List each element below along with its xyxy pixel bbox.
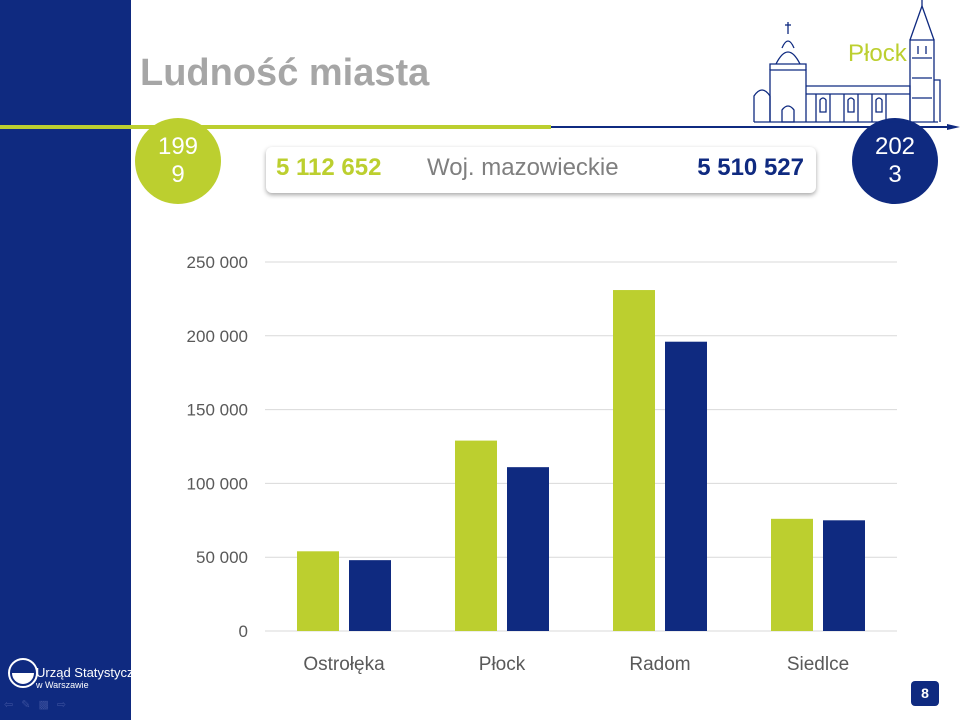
page-title: Ludność miasta (140, 52, 430, 94)
logo-line1: Urząd Statystyczny (36, 665, 148, 680)
y-tick-label: 100 000 (187, 474, 248, 493)
logo: Urząd Statystyczny w Warszawie (6, 656, 147, 696)
pen-icon[interactable]: ✎ (21, 699, 31, 711)
bar (455, 440, 497, 631)
year-start: 1999 (157, 133, 199, 188)
x-tick-label: Ostrołęka (303, 654, 385, 675)
slide-navigation: ⇦ ✎ ▩ ⇨ (4, 698, 66, 712)
page-number: 8 (911, 681, 939, 706)
arrow-left-icon[interactable]: ⇦ (4, 699, 14, 711)
year-end-badge: 2023 (852, 118, 938, 204)
summary-value-start: 5 112 652 (276, 154, 382, 181)
summary-label: Woj. mazowieckie (427, 154, 619, 181)
bar (507, 467, 549, 631)
bar (349, 560, 391, 631)
logo-emblem-icon (8, 658, 38, 688)
summary-box: 5 112 652 Woj. mazowieckie 5 510 527 (266, 147, 816, 193)
y-tick-label: 0 (239, 622, 248, 641)
y-tick-label: 250 000 (187, 253, 248, 272)
year-end: 2023 (874, 133, 916, 188)
y-tick-label: 150 000 (187, 401, 248, 420)
city-name: Płock (848, 40, 907, 67)
summary-value-end: 5 510 527 (697, 154, 804, 181)
x-tick-label: Radom (629, 654, 690, 675)
sidebar (0, 0, 131, 720)
bar (823, 520, 865, 631)
bar (665, 341, 707, 631)
bar (297, 551, 339, 631)
x-tick-label: Siedlce (787, 654, 849, 675)
x-tick-label: Płock (479, 654, 526, 675)
bar (613, 290, 655, 631)
bar (771, 518, 813, 631)
y-tick-label: 50 000 (196, 548, 248, 567)
year-start-badge: 1999 (135, 118, 221, 204)
bar-chart: 0 50 000 100 000 150 000 200 000 250 000 Ostro… (187, 253, 897, 675)
menu-icon[interactable]: ▩ (38, 699, 49, 711)
timeline-arrow (0, 124, 960, 130)
arrow-right-icon[interactable]: ⇨ (56, 699, 67, 711)
y-tick-label: 200 000 (187, 327, 248, 346)
logo-line2: w Warszawie (36, 680, 89, 690)
cathedral-illustration (753, 0, 941, 123)
